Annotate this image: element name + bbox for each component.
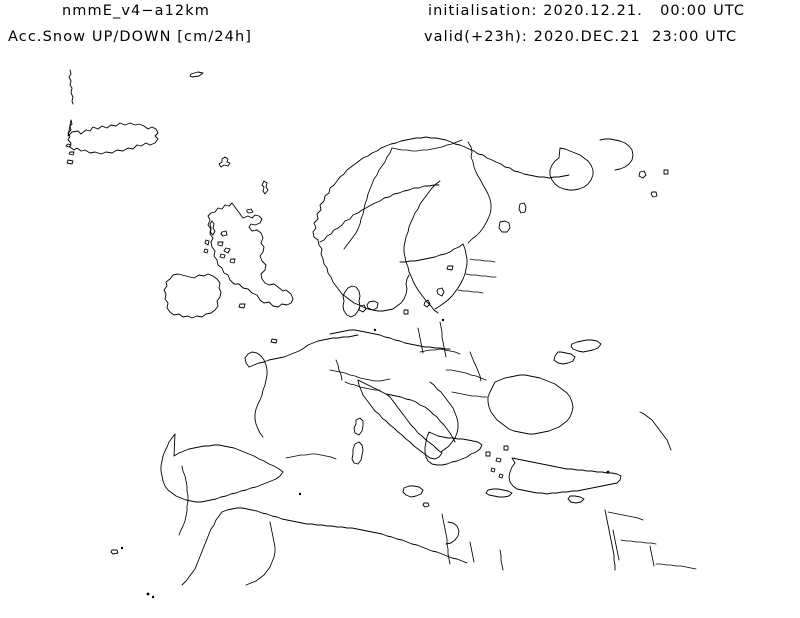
bothnian-bay-coast [403, 180, 441, 253]
hungary-romania-borders [445, 351, 488, 398]
levant-coastline [604, 509, 616, 571]
norway-south-coast [317, 239, 410, 312]
europe-map-svg [0, 52, 800, 618]
iceland-westfjords-detail [65, 143, 75, 165]
cyprus-island [567, 495, 585, 504]
scotland-west-coast-islands [217, 230, 236, 264]
black-sea-coastline [487, 374, 574, 435]
sea-of-azov [570, 339, 602, 353]
norway-finland-border [391, 139, 463, 152]
italy-coastline [357, 379, 443, 460]
canary-speck-1 [146, 592, 150, 596]
denmark-coastline [342, 285, 361, 318]
north-africa-coastline [221, 507, 468, 564]
oland-island [423, 299, 431, 308]
portugal-spain-border [178, 465, 189, 536]
faroe-islands [218, 156, 231, 168]
tunisia-gulf-coast [445, 521, 460, 545]
madeira-islands [110, 549, 119, 555]
alpine-borders [329, 359, 391, 391]
estonia-latvia-lithuania-borders [457, 258, 497, 294]
aegean-islands [485, 445, 509, 479]
initialisation-label: initialisation: 2020.12.21. 00:00 UTC [428, 3, 746, 19]
finland-russia-border [467, 141, 492, 244]
finland-gulf-coast [399, 243, 464, 263]
white-sea-coastline [549, 147, 594, 191]
lake-speck-iberia [298, 492, 302, 496]
great-britain-coastline [207, 202, 294, 308]
valid-time-label: valid(+23h): 2020.DEC.21 23:00 UTC [424, 29, 738, 45]
lake-speck-poland [441, 318, 445, 322]
zealand-island [366, 300, 379, 311]
jan-mayen-island [189, 71, 204, 78]
libya-egypt-borders [469, 541, 504, 571]
greenland-coastline [68, 69, 74, 105]
caucasus-coastline [639, 411, 672, 451]
aland-islands [446, 265, 454, 271]
canary-speck-2 [151, 595, 155, 599]
algeria-morocco-border [245, 521, 276, 586]
lake-speck-turkey [606, 470, 610, 474]
orkney-islands [246, 208, 254, 214]
france-atlantic-coast [244, 351, 268, 438]
bornholm-island [403, 309, 409, 315]
iberia-coastline [160, 433, 284, 503]
chart-header: nmmE_v4−a12km n Acc.Snow UP/DOWN [cm/24h… [0, 0, 800, 52]
lake-ladoga [498, 220, 511, 233]
domain-extent [0, 52, 800, 618]
corsica-island [353, 417, 364, 436]
lake-speck-germany [373, 328, 377, 332]
balkans-adriatic-coast [429, 381, 459, 453]
parameter-label: n Acc.Snow UP/DOWN [cm/24h] [0, 29, 253, 45]
funen-island [358, 304, 367, 313]
sicily-island [402, 485, 424, 498]
sardinia-island [351, 441, 364, 465]
anglesey-island [238, 303, 246, 309]
isle-of-wight [270, 338, 278, 344]
shetland-islands [261, 180, 269, 195]
porto-santo-speck [120, 546, 124, 550]
crimea-peninsula [553, 351, 576, 365]
norway-sweden-border [343, 147, 393, 250]
france-spain-border [285, 453, 337, 460]
ireland-coastline [163, 273, 222, 319]
north-sea-german-bight [329, 329, 451, 350]
italy-adriatic-coast [385, 393, 456, 443]
levant-borders [607, 511, 697, 570]
northern-islands [638, 169, 669, 198]
map-panel [0, 52, 800, 618]
turkey-coastline [508, 457, 622, 495]
model-name-label: nmmE_v4−a12km [62, 3, 210, 19]
crete-island [485, 488, 513, 498]
algeria-tunisia-border [441, 513, 451, 565]
baltic-states-coastline [434, 243, 468, 310]
gotland-island [436, 287, 445, 297]
scandinavia-coastline [312, 136, 570, 241]
morocco-atlantic-coast [181, 511, 223, 586]
iceland-coastline [67, 119, 159, 155]
malta-island [422, 502, 430, 508]
lake-onega [518, 202, 527, 214]
greece-coastline [424, 431, 483, 466]
continental-northwest-coastline [248, 334, 359, 368]
norway-fjord-detail [319, 184, 440, 243]
germany-poland-czech-borders [417, 321, 461, 358]
kola-peninsula-coast [599, 138, 634, 171]
